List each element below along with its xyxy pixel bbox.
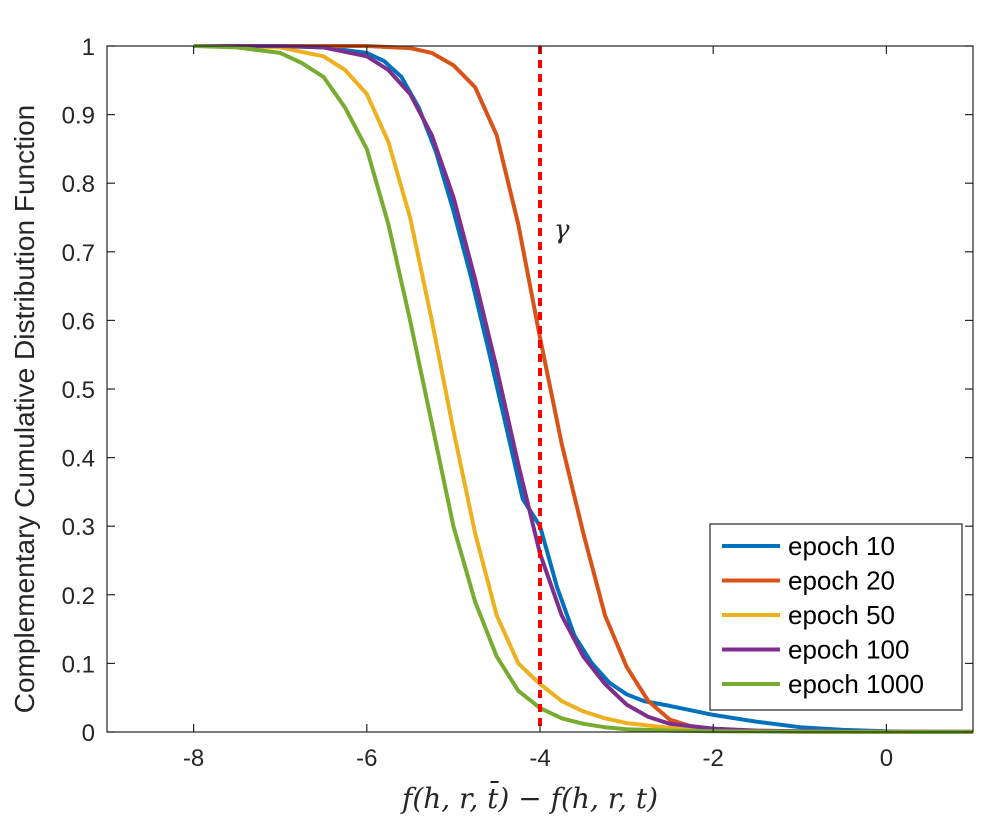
y-tick-label: 0.4	[62, 446, 95, 473]
tick-layer: -8 -6 -4 -2 0 0 0.1 0.2 0.3 0.4 0.5 0.6 0.7 0.8 0.9 1	[62, 34, 973, 772]
x-tick-label: -8	[183, 745, 204, 772]
y-tick-label: 0.8	[62, 171, 95, 198]
x-tick-label: -6	[356, 745, 377, 772]
y-tick-label: 0.1	[62, 651, 95, 678]
series-line-epoch-1000	[193, 44, 973, 734]
legend-entry-label: epoch 100	[788, 635, 909, 665]
y-tick-label: 0.3	[62, 514, 95, 541]
y-tick-label: 0.6	[62, 308, 95, 335]
series-layer	[193, 44, 974, 734]
x-tick-label: -4	[529, 745, 550, 772]
legend: epoch 10 epoch 20 epoch 50 epoch 100 epoch 1…	[709, 523, 963, 711]
legend-entry-label: epoch 10	[788, 531, 895, 561]
x-axis-label: f(h, r, t̄) − f(h, r, t)	[400, 780, 658, 815]
y-tick-label: 0	[82, 720, 95, 747]
y-tick-label: 1	[82, 34, 95, 61]
legend-entry-label: epoch 20	[788, 566, 895, 596]
series-line-epoch-50	[193, 44, 974, 734]
y-tick-label: 0.9	[62, 103, 95, 130]
legend-entry-label: epoch 1000	[788, 669, 924, 699]
y-tick-label: 0.7	[62, 240, 95, 267]
y-axis-label: Complementary Cumulative Distribution Fu…	[9, 105, 40, 713]
x-tick-label: 0	[880, 745, 893, 772]
y-tick-label: 0.2	[62, 583, 95, 610]
x-tick-label: -2	[703, 745, 724, 772]
legend-entry-label: epoch 50	[788, 600, 895, 630]
gamma-annotation: γ	[554, 215, 570, 245]
y-tick-label: 0.5	[62, 377, 95, 404]
